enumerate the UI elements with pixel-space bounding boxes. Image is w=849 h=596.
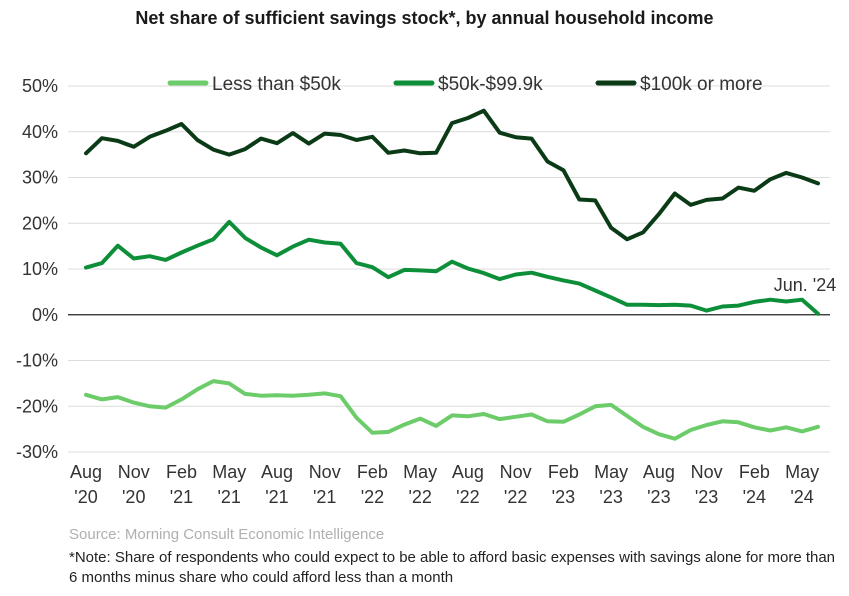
x-tick-label: '23: [647, 487, 670, 507]
x-tick-label: '21: [170, 487, 193, 507]
x-tick-label: '24: [790, 487, 813, 507]
legend-label: Less than $50k: [212, 74, 341, 95]
legend-label: $50k-$99.9k: [438, 74, 543, 95]
x-tick-label: Nov: [118, 462, 150, 482]
y-tick-label: 10%: [22, 259, 58, 279]
x-tick-label: Feb: [739, 462, 770, 482]
y-tick-label: 20%: [22, 213, 58, 233]
x-tick-label: Feb: [357, 462, 388, 482]
x-tick-label: Nov: [500, 462, 532, 482]
x-tick-label: '22: [456, 487, 479, 507]
footnote-text: *Note: Share of respondents who could ex…: [69, 549, 836, 586]
x-tick-label: '23: [695, 487, 718, 507]
legend-label: $100k or more: [640, 74, 763, 95]
x-tick-label: '21: [217, 487, 240, 507]
series-line--50k-99-9k: [84, 219, 820, 316]
x-tick-label: Feb: [548, 462, 579, 482]
line-chart: 50% 40% 30% 20% 10% 0% -10% -20% -30% Aug '20 Nov '…: [16, 74, 836, 507]
y-tick-label: 40%: [22, 122, 58, 142]
y-tick-label: 0%: [32, 305, 58, 325]
end-point-annotation: Jun. '24: [774, 275, 836, 295]
x-tick-label: May: [212, 462, 246, 482]
x-tick-label: May: [403, 462, 437, 482]
chart-title: Net share of sufficient savings stock*, …: [135, 8, 714, 28]
series-line--100k-or-more: [84, 108, 820, 242]
x-tick-label: '23: [599, 487, 622, 507]
y-tick-label: 30%: [22, 168, 58, 188]
y-tick-label: 50%: [22, 76, 58, 96]
x-tick-label: '23: [552, 487, 575, 507]
x-tick-label: May: [594, 462, 628, 482]
x-tick-label: '22: [504, 487, 527, 507]
x-tick-label: Nov: [309, 462, 341, 482]
x-tick-label: '22: [361, 487, 384, 507]
x-axis: Aug '20 Nov '20 Feb '21 May '21 Aug '21 Nov '21 Feb '…: [70, 462, 819, 507]
x-tick-label: Aug: [261, 462, 293, 482]
x-tick-label: Feb: [166, 462, 197, 482]
x-tick-label: Nov: [691, 462, 723, 482]
x-tick-label: Aug: [452, 462, 484, 482]
x-tick-label: '21: [265, 487, 288, 507]
y-tick-label: -10%: [16, 351, 58, 371]
x-tick-label: '20: [122, 487, 145, 507]
y-tick-label: -20%: [16, 396, 58, 416]
series-lines: [84, 108, 820, 441]
x-tick-label: '20: [74, 487, 97, 507]
legend: Less than $50k $50k-$99.9k $100k or more: [167, 74, 763, 95]
y-tick-label: -30%: [16, 442, 58, 462]
x-tick-label: '22: [408, 487, 431, 507]
series-line-less-than-50k: [84, 379, 820, 441]
x-tick-label: '24: [743, 487, 766, 507]
source-text: Source: Morning Consult Economic Intelli…: [69, 526, 385, 543]
x-tick-label: '21: [313, 487, 336, 507]
x-tick-label: May: [785, 462, 819, 482]
y-axis: 50% 40% 30% 20% 10% 0% -10% -20% -30%: [16, 76, 58, 462]
annotations: Jun. '24: [774, 275, 836, 295]
x-tick-label: Aug: [643, 462, 675, 482]
x-tick-label: Aug: [70, 462, 102, 482]
